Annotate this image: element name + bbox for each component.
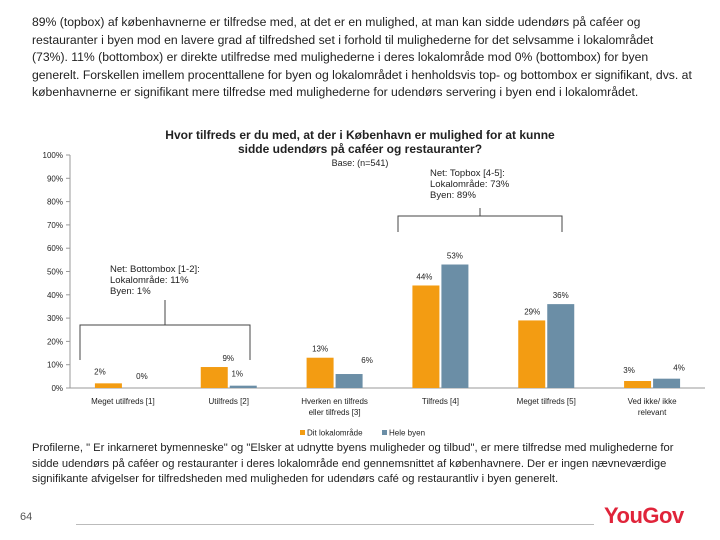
bar-hele-byen xyxy=(653,378,681,388)
data-label: 29% xyxy=(524,307,540,316)
data-label: 3% xyxy=(623,366,635,375)
annotation-bottombox-text: Lokalområde: 11% xyxy=(110,275,189,286)
bar-lokalomraade xyxy=(518,320,546,388)
data-label: 53% xyxy=(447,252,463,261)
data-label: 4% xyxy=(673,364,685,373)
data-label: 2% xyxy=(94,367,106,376)
data-label: 13% xyxy=(312,345,328,354)
page-number: 64 xyxy=(20,511,33,523)
bar-lokalomraade xyxy=(94,383,122,388)
y-tick-label: 20% xyxy=(47,337,63,346)
x-tick-label: Ved ikke/ ikke xyxy=(628,397,677,406)
data-label: 0% xyxy=(136,372,148,381)
data-label: 44% xyxy=(416,272,432,281)
y-tick-label: 40% xyxy=(47,291,63,300)
data-label: 36% xyxy=(553,291,569,300)
intro-paragraph: 89% (topbox) af københavnerne er tilfred… xyxy=(32,15,692,100)
y-tick-label: 100% xyxy=(43,151,63,160)
x-tick-label: Meget tilfreds [5] xyxy=(517,397,576,406)
y-tick-label: 30% xyxy=(47,314,63,323)
x-tick-label: Tilfreds [4] xyxy=(422,397,459,406)
bar-hele-byen xyxy=(441,264,469,388)
chart-base-note: Base: (n=541) xyxy=(331,158,389,168)
legend-swatch xyxy=(300,430,305,435)
bar-hele-byen xyxy=(335,374,363,388)
data-label: 6% xyxy=(361,356,373,365)
y-tick-label: 70% xyxy=(47,221,63,230)
legend-label: Hele byen xyxy=(389,429,425,438)
y-tick-label: 90% xyxy=(47,174,63,183)
y-tick-label: 10% xyxy=(47,361,63,370)
y-tick-label: 50% xyxy=(47,268,63,277)
x-tick-label: Meget utilfreds [1] xyxy=(91,397,155,406)
data-label: 9% xyxy=(222,354,234,363)
y-tick-label: 0% xyxy=(51,384,63,393)
annotation-topbox-text: Net: Topbox [4-5]: xyxy=(430,168,505,179)
data-label: 1% xyxy=(231,370,243,379)
legend-swatch xyxy=(382,430,387,435)
legend-label: Dit lokalområde xyxy=(307,429,363,438)
annotation-topbox-text: Byen: 89% xyxy=(430,190,476,201)
bar-hele-byen xyxy=(229,385,257,388)
y-tick-label: 80% xyxy=(47,198,63,207)
bar-lokalomraade xyxy=(412,285,440,388)
x-tick-label: Hverken en tilfreds xyxy=(301,397,368,406)
bar-lokalomraade xyxy=(306,357,334,388)
x-tick-label: relevant xyxy=(638,408,667,417)
x-tick-label: eller tilfreds [3] xyxy=(309,408,361,417)
y-tick-label: 60% xyxy=(47,244,63,253)
annotation-topbox-text: Lokalområde: 73% xyxy=(430,179,510,190)
bar-lokalomraade xyxy=(200,367,228,388)
bar-lokalomraade xyxy=(624,381,652,388)
annotation-topbox-bracket xyxy=(397,215,563,232)
outro-paragraph: Profilerne, " Er inkarneret bymenneske" … xyxy=(32,442,674,485)
annotation-bottombox-text: Byen: 1% xyxy=(110,286,151,297)
annotation-bottombox-text: Net: Bottombox [1-2]: xyxy=(110,264,200,275)
chart-title: Hvor tilfreds er du med, at der i Københ… xyxy=(165,128,555,156)
yougov-logo: YouGov xyxy=(604,503,684,528)
bar-hele-byen xyxy=(547,304,575,388)
footer-divider xyxy=(76,524,594,525)
x-tick-label: Utilfreds [2] xyxy=(209,397,249,406)
